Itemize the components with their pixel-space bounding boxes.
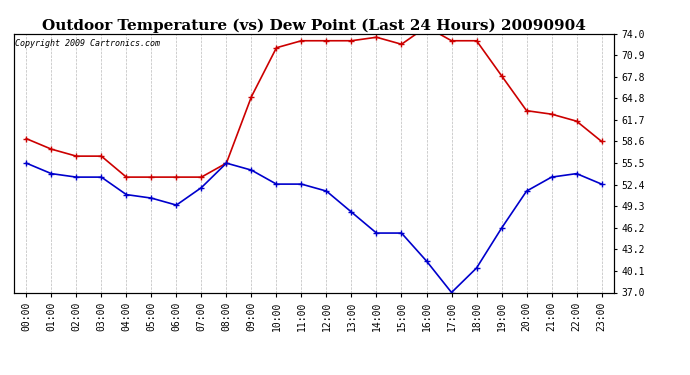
- Title: Outdoor Temperature (vs) Dew Point (Last 24 Hours) 20090904: Outdoor Temperature (vs) Dew Point (Last…: [42, 18, 586, 33]
- Text: Copyright 2009 Cartronics.com: Copyright 2009 Cartronics.com: [15, 39, 160, 48]
